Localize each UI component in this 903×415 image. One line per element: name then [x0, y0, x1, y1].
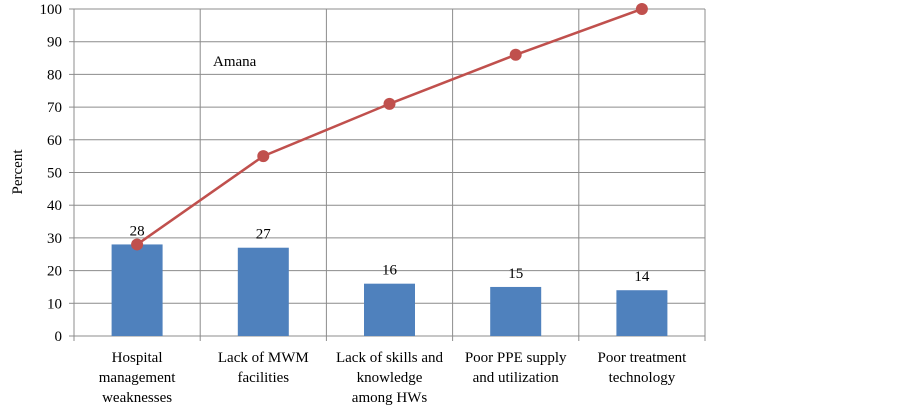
bar — [490, 286, 542, 336]
y-tick-label: 80 — [47, 67, 62, 83]
cumulative-point — [635, 3, 648, 15]
cumulative-point — [509, 48, 522, 61]
y-tick-label: 100 — [40, 2, 63, 18]
cumulative-point — [131, 238, 144, 251]
cumulative-point — [383, 97, 396, 110]
bar — [364, 283, 415, 336]
x-category-label: management — [99, 370, 176, 386]
x-category-label: technology — [609, 370, 676, 386]
bar-data-label: 27 — [256, 227, 272, 243]
bar — [616, 290, 668, 336]
x-category-label: knowledge — [357, 370, 423, 386]
x-category-label: and utilization — [473, 370, 560, 386]
bar-data-label: 16 — [382, 263, 398, 279]
grid-layer — [69, 8, 706, 341]
y-tick-label: 40 — [47, 198, 62, 214]
bar-data-label: 15 — [508, 266, 523, 282]
bar-data-label: 14 — [634, 269, 650, 285]
y-tick-label: 60 — [47, 133, 62, 149]
cumulative-line — [136, 7, 643, 246]
x-category-label: among HWs — [352, 390, 428, 406]
x-category-label: Poor treatment — [598, 350, 688, 366]
x-category-label: Lack of skills and — [336, 350, 444, 366]
y-tick-label: 0 — [55, 329, 63, 345]
y-tick-label: 30 — [47, 231, 62, 247]
y-tick-label: 90 — [47, 35, 62, 51]
x-category-label: Lack of MWM — [218, 350, 309, 366]
bar — [111, 244, 163, 336]
x-category-label: Poor PPE supply — [465, 350, 567, 366]
bar — [237, 247, 289, 336]
x-category-label: weaknesses — [102, 390, 172, 406]
chart-annotation: Amana — [213, 54, 257, 70]
y-axis-title: Percent — [10, 149, 26, 195]
cumulative-point — [257, 150, 270, 163]
y-tick-label: 20 — [47, 264, 62, 280]
bar-layer — [111, 244, 668, 336]
x-category-label: Hospital — [112, 350, 163, 366]
y-tick-label: 10 — [47, 296, 62, 312]
line-layer — [131, 3, 648, 251]
y-tick-label: 50 — [47, 166, 62, 182]
label-layer: 0 10 20 30 40 50 60 70 80 90 100 28 27 16 15 14 Hospital… — [40, 2, 688, 406]
x-category-label: facilities — [237, 370, 289, 386]
bar-data-label: 28 — [130, 223, 145, 239]
y-tick-label: 70 — [47, 100, 62, 116]
